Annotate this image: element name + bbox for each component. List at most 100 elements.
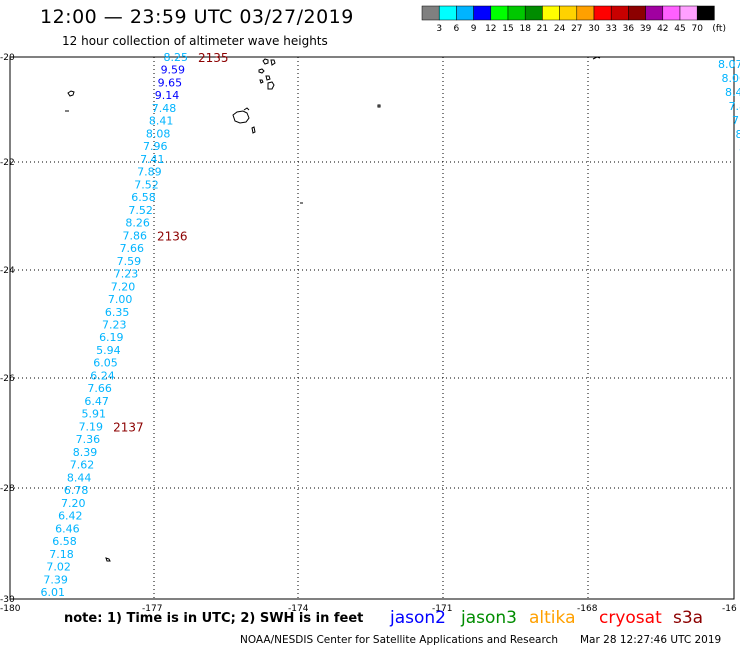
longitude-label: -174 <box>288 604 309 614</box>
wave-height-value: 9.65 <box>158 76 183 89</box>
legend-label: 21 <box>537 24 548 34</box>
legend-swatch <box>542 5 560 21</box>
legend-label: 6 <box>454 24 460 34</box>
wave-height-value: 7.23 <box>102 319 127 332</box>
latitude-label: -28 <box>0 484 15 494</box>
latitude-label: -22 <box>0 158 15 168</box>
wave-height-value: 8.44 <box>67 471 92 484</box>
legend-label: 70 <box>691 24 703 34</box>
legend-label: 30 <box>588 24 600 34</box>
legend-label: 33 <box>605 24 616 34</box>
color-legend: 3 6 9 12 15 18 21 24 27 30 33 36 39 42 45 70 (ft) <box>421 5 726 34</box>
wave-height-value: 6.46 <box>55 522 80 535</box>
legend-swatch <box>610 5 629 21</box>
wave-height-value: 7.20 <box>61 497 86 510</box>
wave-height-value: 8. <box>736 128 740 141</box>
island-shape <box>67 90 75 97</box>
longitude-label: -171 <box>432 604 452 614</box>
wave-height-value: 6.78 <box>64 484 89 497</box>
wave-height-value: 7.48 <box>152 102 177 115</box>
map-grid <box>10 57 734 599</box>
wave-height-value: 7. <box>732 114 740 127</box>
legend-swatch <box>559 5 578 21</box>
legend-swatch <box>456 5 474 21</box>
wave-height-value: 7.02 <box>46 561 71 574</box>
legend-swatch <box>628 5 646 21</box>
latitude-label: -24 <box>0 266 15 276</box>
island-shape <box>270 59 276 66</box>
latitude-label: -30 <box>0 595 15 605</box>
legend-swatch <box>679 5 698 21</box>
satellite-altika-label: altika <box>529 608 576 628</box>
pass-time-label: 2136 <box>157 229 188 243</box>
wave-height-value: 6.24 <box>90 369 115 382</box>
legend-swatch <box>593 5 612 21</box>
wave-height-value: 6.42 <box>58 510 83 523</box>
wave-height-value: 6.58 <box>131 191 156 204</box>
legend-swatch <box>421 5 440 21</box>
pass-time-label: 2137 <box>113 420 144 434</box>
wave-height-value: 7.52 <box>134 178 159 191</box>
wave-height-value: 7.00 <box>108 293 133 306</box>
island-shape <box>265 75 271 81</box>
legend-swatch <box>438 5 457 21</box>
map-frame <box>9 56 735 600</box>
wave-height-value: 8.08 <box>146 127 171 140</box>
wave-height-value: 7.62 <box>70 459 95 472</box>
wave-height-value: 8.06 <box>722 72 740 85</box>
satellite-jason2-label: jason2 <box>390 608 446 628</box>
wave-height-value: 5.91 <box>82 408 107 421</box>
latitude-label: -20 <box>0 53 15 63</box>
wave-height-value: 7.59 <box>117 255 142 268</box>
pass-time-label: 2135 <box>198 51 229 65</box>
legend-label: 12 <box>485 24 496 34</box>
island-shape <box>377 104 381 108</box>
satellite-jason3-label: jason3 <box>461 608 517 628</box>
island-shape <box>259 79 264 84</box>
island-shape <box>105 557 111 562</box>
legend-unit: (ft) <box>712 24 726 34</box>
wave-height-value: 8.07 <box>718 58 740 71</box>
longitude-label: -177 <box>142 604 162 614</box>
axis-labels: -20 -22 -24 -26 -28 -30-180 -177 -174 -171 -168 -1… <box>0 53 737 614</box>
satellite-cryosat-label: cryosat <box>599 608 662 628</box>
legend-swatch <box>696 5 715 21</box>
island-shape <box>262 58 269 65</box>
legend-label: 36 <box>623 24 635 34</box>
wave-height-value: 6.35 <box>105 306 130 319</box>
generated-timestamp: Mar 28 12:27:46 UTC 2019 <box>580 634 722 646</box>
wave-height-value: 9.14 <box>155 89 180 102</box>
wave-height-value: 8.25 <box>164 51 189 64</box>
satellite-s3a-label: s3a <box>673 608 704 628</box>
wave-height-value: 7.66 <box>120 242 145 255</box>
legend-label: 24 <box>554 24 566 34</box>
latitude-label: -26 <box>0 374 15 384</box>
credit-line: NOAA/NESDIS Center for Satellite Applica… <box>240 634 558 646</box>
island-shape <box>232 110 250 124</box>
wave-height-value: 8.4 <box>725 86 740 99</box>
page-subtitle: 12 hour collection of altimeter wave hei… <box>62 34 328 48</box>
island-shape <box>258 68 265 74</box>
legend-label: 42 <box>657 24 668 34</box>
wave-height-value: 8.39 <box>73 446 98 459</box>
wave-height-value: 8.26 <box>125 217 150 230</box>
legend-swatch <box>490 5 509 21</box>
page-title: 12:00 — 23:59 UTC 03/27/2019 <box>40 6 354 28</box>
wave-height-value: 7.39 <box>43 573 68 586</box>
legend-label: 45 <box>674 24 685 34</box>
wave-height-value: 7.96 <box>143 140 168 153</box>
legend-label: 9 <box>471 24 477 34</box>
wave-height-value: 7.66 <box>87 382 112 395</box>
wave-height-value: 9.59 <box>161 64 186 77</box>
wave-height-value: 8.41 <box>149 115 174 128</box>
island-shape <box>267 81 275 90</box>
wave-height-value: 7.8 <box>729 100 740 113</box>
wave-height-value: 7.19 <box>79 420 104 433</box>
legend-swatch <box>576 5 595 21</box>
wave-height-value: 6.47 <box>84 395 109 408</box>
wave-height-value: 6.58 <box>52 535 77 548</box>
island-shape <box>592 56 601 60</box>
edge-altimeter-track: 8.078.068.47.87.8.8 <box>718 58 740 155</box>
wave-height-value: 7.36 <box>76 433 101 446</box>
